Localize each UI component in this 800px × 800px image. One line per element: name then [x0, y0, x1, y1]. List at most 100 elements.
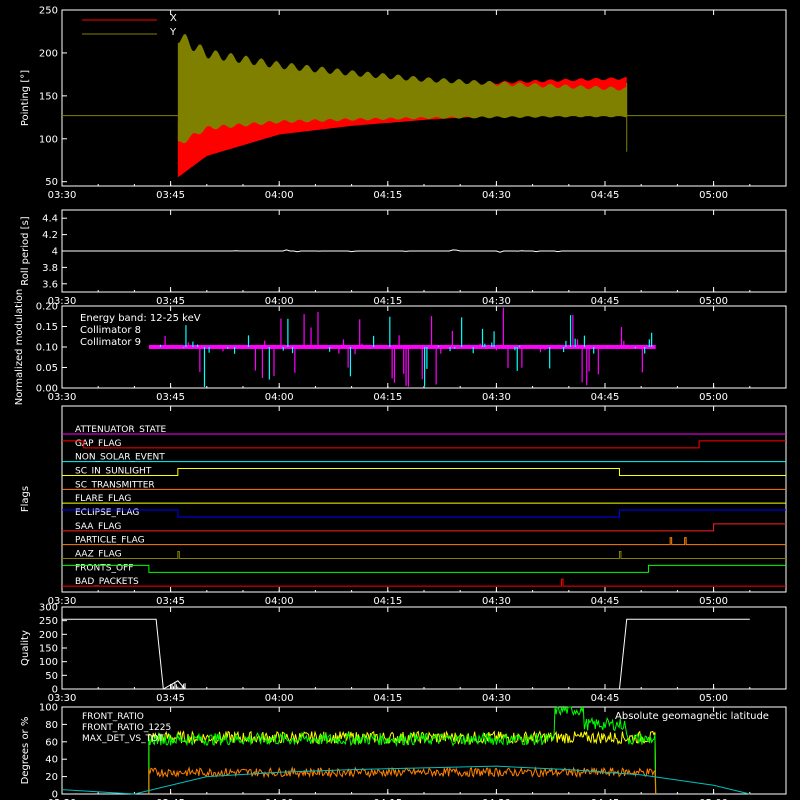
y-tick-label: 80 [45, 720, 58, 731]
flag-label: FLARE_FLAG [75, 494, 131, 504]
y-axis-label: Roll period [s] [20, 216, 31, 285]
flag-label: PARTICLE_FLAG [75, 536, 145, 546]
y-tick-label: 0.10 [36, 343, 58, 354]
y-tick-label: 20 [45, 772, 58, 783]
x-tick-label: 04:30 [482, 693, 511, 704]
y-tick-label: 150 [39, 91, 58, 102]
x-tick-label: 04:00 [265, 798, 294, 800]
x-tick-label: 04:15 [373, 798, 402, 800]
flag-label: FRONTS_OFF [75, 563, 133, 573]
flag-line [62, 523, 786, 532]
x-tick-label: 04:45 [591, 392, 620, 403]
flag-label: AAZ_FLAG [75, 550, 122, 560]
y-tick-label: 60 [45, 737, 58, 748]
x-tick-label: 04:45 [591, 296, 620, 307]
x-tick-label: 03:30 [48, 693, 77, 704]
x-tick-label: 03:30 [48, 596, 77, 607]
x-tick-label: 03:45 [156, 693, 185, 704]
x-tick-label: 04:30 [482, 596, 511, 607]
x-tick-label: 05:00 [699, 596, 728, 607]
panel-1: 03:30 03:45 04:00 04:15 04:30 04:45 05:00 Roll … [20, 209, 787, 307]
quality-line [62, 618, 750, 690]
panel-2: 03:30 03:45 04:00 04:15 04:30 04:45 05:00 Norma… [14, 289, 787, 406]
x-tick-label: 03:45 [156, 596, 185, 607]
y-tick-label: 0.05 [36, 363, 58, 374]
legend-label: X [170, 13, 177, 24]
x-tick-label: 04:45 [591, 596, 620, 607]
y-tick-label: 0.00 [36, 384, 58, 395]
x-tick-label: 04:00 [265, 392, 294, 403]
legend-label: Collimator 9 [80, 337, 141, 348]
y-tick-label: 100 [39, 703, 58, 714]
x-tick-label: 04:45 [591, 693, 620, 704]
y-tick-label: 4 [52, 247, 58, 258]
series-line [148, 705, 657, 795]
panel-4: 03:30 03:45 04:00 04:15 04:30 04:45 05:00 Quali… [20, 603, 787, 704]
flag-label: SAA_FLAG [75, 522, 121, 532]
x-tick-label: 04:00 [265, 296, 294, 307]
x-tick-label: 04:45 [591, 190, 620, 201]
y-tick-label: 3.8 [42, 263, 58, 274]
legend-label: MAX_DET_VS_TOT [82, 734, 164, 744]
y-tick-label: 250 [39, 6, 58, 17]
y-tick-label: 300 [39, 603, 58, 614]
y-tick-label: 150 [39, 644, 58, 655]
flag-line [62, 564, 786, 573]
x-tick-label: 04:30 [482, 190, 511, 201]
legend-label: Collimator 8 [80, 325, 141, 336]
y-tick-label: 0.15 [36, 322, 58, 333]
x-tick-label: 03:45 [156, 190, 185, 201]
y-tick-label: 40 [45, 755, 58, 766]
latitude-annotation: Absolute geomagnetic latitude [615, 711, 769, 722]
flag-line [62, 537, 786, 546]
x-tick-label: 04:00 [265, 190, 294, 201]
legend-label: Y [169, 27, 177, 38]
panel-5: 03:30 03:45 04:00 04:15 04:30 04:45 05:00 Degre… [20, 703, 787, 800]
flag-line [62, 578, 786, 587]
flag-label: BAD_PACKETS [75, 577, 139, 587]
y-tick-label: 200 [39, 630, 58, 641]
x-tick-label: 05:00 [699, 296, 728, 307]
y-axis-label: Flags [20, 486, 31, 512]
y-axis-label: Degrees or % [20, 717, 31, 785]
flag-line [62, 551, 786, 559]
x-tick-label: 03:30 [48, 798, 77, 800]
y-tick-label: 200 [39, 48, 58, 59]
x-tick-label: 05:00 [699, 798, 728, 800]
flag-label: SC_TRANSMITTER [75, 480, 155, 490]
y-tick-label: 4.2 [42, 230, 58, 241]
flag-line [62, 440, 786, 449]
x-tick-label: 03:45 [156, 296, 185, 307]
y-tick-label: 250 [39, 616, 58, 627]
y-axis-label: Normalized modulation [14, 289, 25, 406]
x-tick-label: 04:15 [373, 596, 402, 607]
series-line [148, 730, 657, 795]
legend-label: FRONT_RATIO_1225 [82, 723, 171, 733]
x-tick-label: 03:45 [156, 392, 185, 403]
series-line [148, 766, 657, 795]
x-tick-label: 04:00 [265, 596, 294, 607]
x-tick-label: 04:15 [373, 693, 402, 704]
y-tick-label: 4.4 [42, 214, 58, 225]
series-band-Y [177, 33, 627, 144]
y-tick-label: 3.6 [42, 279, 58, 290]
flag-line [62, 509, 786, 518]
x-tick-label: 04:15 [373, 392, 402, 403]
x-tick-label: 04:15 [373, 296, 402, 307]
flag-label: ATTENUATOR_STATE [75, 425, 167, 435]
flag-label: GAP_FLAG [75, 439, 121, 449]
y-tick-label: 50 [45, 177, 58, 188]
x-tick-label: 04:30 [482, 798, 511, 800]
x-tick-label: 04:00 [265, 693, 294, 704]
y-tick-label: 0.20 [36, 302, 58, 313]
x-tick-label: 04:15 [373, 190, 402, 201]
energy-band-annotation: Energy band: 12-25 keV [80, 313, 201, 324]
y-tick-label: 50 [45, 671, 58, 682]
x-tick-label: 03:30 [48, 296, 77, 307]
series-line [61, 765, 750, 795]
y-tick-label: 0 [52, 685, 58, 696]
flag-label: NON_SOLAR_EVENT [75, 453, 165, 463]
y-axis-label: Quality [20, 630, 31, 666]
panel-3: 03:30 03:45 04:00 04:15 04:30 04:45 05:00 Flags… [20, 405, 787, 607]
legend-label: FRONT_RATIO [82, 712, 144, 722]
